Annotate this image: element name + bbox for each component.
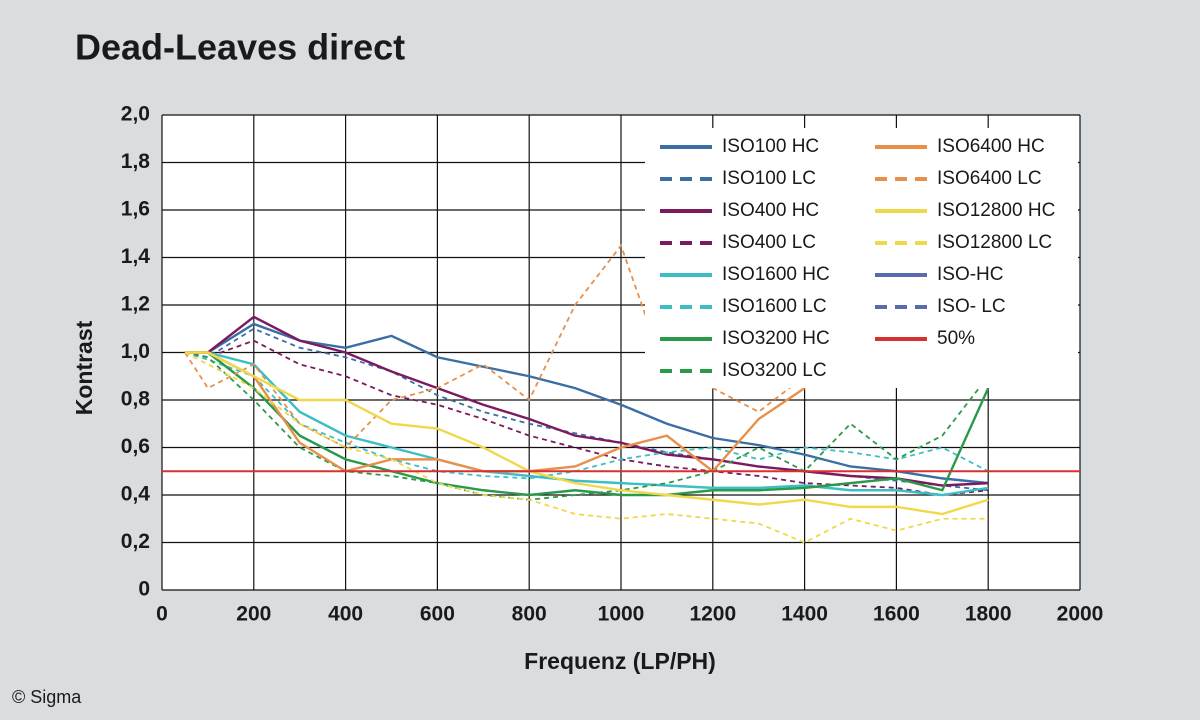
y-tick-label: 1,0 [121, 340, 150, 363]
y-tick-label: 0 [138, 578, 150, 601]
y-tick-label: 0,4 [121, 483, 151, 506]
legend-label: 50% [937, 328, 975, 349]
x-axis-label: Frequenz (LP/PH) [524, 648, 716, 674]
legend-label: ISO400 HC [722, 200, 819, 221]
x-tick-label: 0 [156, 603, 168, 626]
legend-label: ISO-HC [937, 264, 1004, 285]
y-tick-label: 2,0 [121, 103, 150, 126]
legend-label: ISO- LC [937, 296, 1006, 317]
legend-label: ISO6400 HC [937, 136, 1045, 157]
legend-label: ISO1600 LC [722, 296, 827, 317]
y-tick-label: 0,6 [121, 435, 150, 458]
legend-label: ISO6400 LC [937, 168, 1042, 189]
legend: ISO100 HC ISO100 LC ISO400 HC ISO400 LC ISO1… [660, 136, 1055, 381]
legend-label: ISO12800 LC [937, 232, 1052, 253]
y-tick-label: 1,2 [121, 293, 150, 316]
y-axis-label: Kontrast [71, 320, 97, 415]
x-tick-label: 1400 [781, 603, 828, 626]
legend-label: ISO3200 HC [722, 328, 830, 349]
legend-label: ISO100 LC [722, 168, 816, 189]
legend-label: ISO400 LC [722, 232, 816, 253]
series-line [184, 351, 990, 497]
x-tick-label: 200 [236, 603, 271, 626]
y-tick-label: 0,2 [121, 530, 150, 553]
credit: © Sigma [12, 687, 82, 707]
x-tick-label: 1800 [965, 603, 1012, 626]
series-line [184, 351, 989, 497]
legend-label: ISO100 HC [722, 136, 819, 157]
y-tick-label: 0,8 [121, 388, 151, 411]
chart-title: Dead-Leaves direct [75, 27, 405, 68]
legend-box [645, 128, 1078, 388]
x-tick-label: 600 [420, 603, 455, 626]
x-tick-label: 400 [328, 603, 363, 626]
series-line [184, 351, 989, 516]
series-line [184, 351, 989, 544]
legend-label: ISO3200 LC [722, 360, 827, 381]
y-tick-label: 1,6 [121, 198, 150, 221]
y-tick-label: 1,8 [121, 150, 151, 173]
x-tick-label: 1200 [689, 603, 736, 626]
x-tick-label: 1600 [873, 603, 920, 626]
x-tick-label: 2000 [1057, 603, 1104, 626]
x-tick-label: 800 [512, 603, 547, 626]
series-line [184, 315, 989, 487]
legend-label: ISO1600 HC [722, 264, 830, 285]
legend-label: ISO12800 HC [937, 200, 1055, 221]
x-tick-label: 1000 [598, 603, 645, 626]
series-line [184, 351, 989, 501]
y-tick-label: 1,4 [121, 245, 151, 268]
